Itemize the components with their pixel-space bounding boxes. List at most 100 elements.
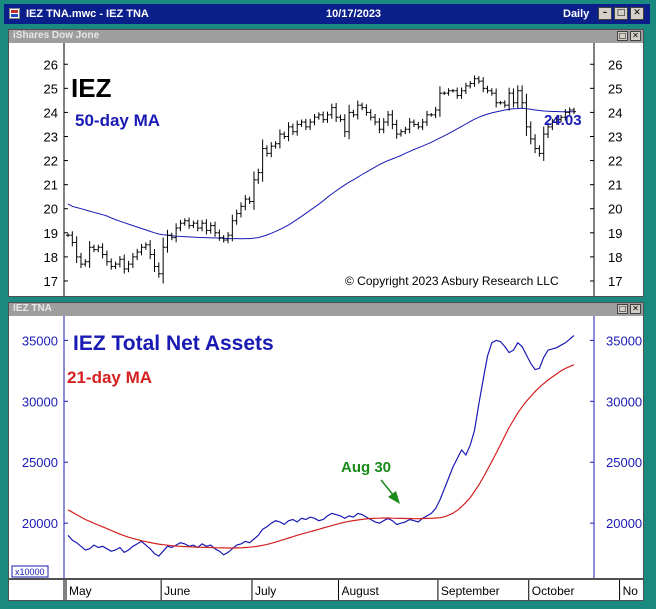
- pane-maximize-icon[interactable]: □: [617, 304, 628, 314]
- x-axis-month-label: September: [441, 584, 500, 598]
- price-bar: [316, 112, 321, 120]
- tna-ma21-line: [67, 364, 575, 549]
- ma50-line: [67, 107, 574, 240]
- close-icon[interactable]: ✕: [630, 7, 644, 20]
- price-y-tick-right: 22: [608, 154, 622, 169]
- price-y-tick-left: 17: [44, 274, 58, 289]
- price-bar: [420, 118, 425, 131]
- price-bar: [87, 241, 92, 268]
- price-bar: [122, 254, 127, 274]
- price-bar: [502, 100, 507, 108]
- pane-close-icon[interactable]: ✕: [630, 304, 641, 314]
- price-bar: [386, 110, 391, 127]
- tna-chart: 20000 20000 25000 25000 30000 30000 35000 35000…: [11, 316, 642, 578]
- price-bar: [515, 85, 520, 109]
- price-bar: [182, 218, 187, 226]
- x-axis-month-label: July: [255, 584, 276, 598]
- price-bar: [78, 252, 83, 269]
- price-bar: [572, 107, 576, 115]
- price-bar: [329, 103, 334, 119]
- price-bar: [290, 123, 295, 135]
- price-bar: [256, 168, 261, 184]
- price-bar: [351, 109, 356, 118]
- tna-y-tick-right: 25000: [606, 455, 642, 470]
- window-date: 10/17/2023: [326, 8, 382, 20]
- price-bar: [117, 256, 122, 268]
- price-bar: [295, 120, 300, 136]
- pane-close-icon[interactable]: ✕: [630, 31, 641, 41]
- price-bar: [303, 118, 308, 131]
- price-bar: [550, 118, 555, 131]
- price-bar: [437, 86, 442, 117]
- tna-y-tick-left: 20000: [22, 516, 58, 531]
- price-y-tick-left: 25: [44, 81, 58, 96]
- price-bar: [429, 113, 434, 117]
- price-bar: [195, 219, 200, 232]
- price-bar: [546, 122, 551, 139]
- price-bar: [325, 111, 330, 123]
- price-bar: [143, 242, 148, 250]
- tna-ma-label: 21-day MA: [67, 368, 152, 387]
- price-y-tick-left: 24: [44, 105, 58, 120]
- scale-box: [11, 565, 49, 578]
- price-bar: [174, 223, 179, 243]
- price-bar: [135, 248, 140, 261]
- minimize-icon[interactable]: –: [598, 7, 612, 20]
- price-bar: [200, 219, 205, 232]
- price-bar: [360, 102, 365, 111]
- tna-y-tick-right: 30000: [606, 394, 642, 409]
- tna-y-tick-left: 25000: [22, 455, 58, 470]
- price-y-tick-left: 19: [44, 226, 58, 241]
- price-bar: [511, 88, 516, 108]
- price-y-tick-left: 26: [44, 57, 58, 72]
- price-y-tick-left: 23: [44, 129, 58, 144]
- price-bar: [463, 82, 468, 94]
- price-bar: [277, 129, 282, 149]
- price-bar: [312, 113, 317, 126]
- price-y-tick-right: 21: [608, 178, 622, 193]
- price-y-tick-left: 20: [44, 202, 58, 217]
- price-bar: [342, 114, 347, 138]
- price-y-tick-right: 20: [608, 202, 622, 217]
- price-bar: [476, 76, 481, 84]
- tna-pane: IEZ TNA □ ✕ 20000 20000 25000 25000 30000 300…: [8, 302, 644, 579]
- price-bar: [468, 80, 473, 89]
- price-bar: [308, 118, 313, 131]
- pane-maximize-icon[interactable]: □: [617, 31, 628, 41]
- price-bar: [537, 145, 542, 157]
- last-value-label: 24.03: [544, 112, 582, 129]
- price-bar: [299, 119, 304, 127]
- price-bar: [156, 262, 161, 278]
- maximize-icon[interactable]: □: [614, 7, 628, 20]
- scale-label: x10000: [15, 567, 45, 577]
- x-axis-month-label: May: [69, 584, 92, 598]
- price-bar: [567, 107, 572, 115]
- price-bar: [559, 114, 564, 123]
- price-bar: [498, 100, 503, 105]
- price-bar: [96, 244, 101, 253]
- window-title: IEZ TNA.mwc - IEZ TNA: [26, 8, 149, 20]
- price-y-tick-right: 23: [608, 129, 622, 144]
- tna-y-tick-right: 35000: [606, 333, 642, 348]
- price-bar: [390, 110, 395, 130]
- price-bar: [169, 232, 174, 241]
- price-bar: [381, 118, 386, 134]
- price-bar: [148, 240, 153, 260]
- periodicity-label: Daily: [563, 8, 590, 20]
- price-bar: [507, 87, 512, 111]
- price-bar: [541, 126, 546, 161]
- price-bar: [247, 196, 252, 205]
- aug30-arrow: [380, 479, 400, 504]
- price-bar: [152, 249, 157, 272]
- price-bar: [489, 88, 494, 96]
- price-bar: [282, 131, 287, 140]
- price-bar: [66, 233, 70, 238]
- price-bar: [399, 129, 404, 137]
- price-bar: [286, 122, 291, 142]
- price-y-tick-right: 26: [608, 57, 622, 72]
- copyright-text: © Copyright 2023 Asbury Research LLC: [345, 274, 559, 288]
- price-y-tick-left: 18: [44, 250, 58, 265]
- tna-y-tick-right: 20000: [606, 516, 642, 531]
- price-bar: [563, 109, 568, 121]
- price-bar: [221, 235, 226, 243]
